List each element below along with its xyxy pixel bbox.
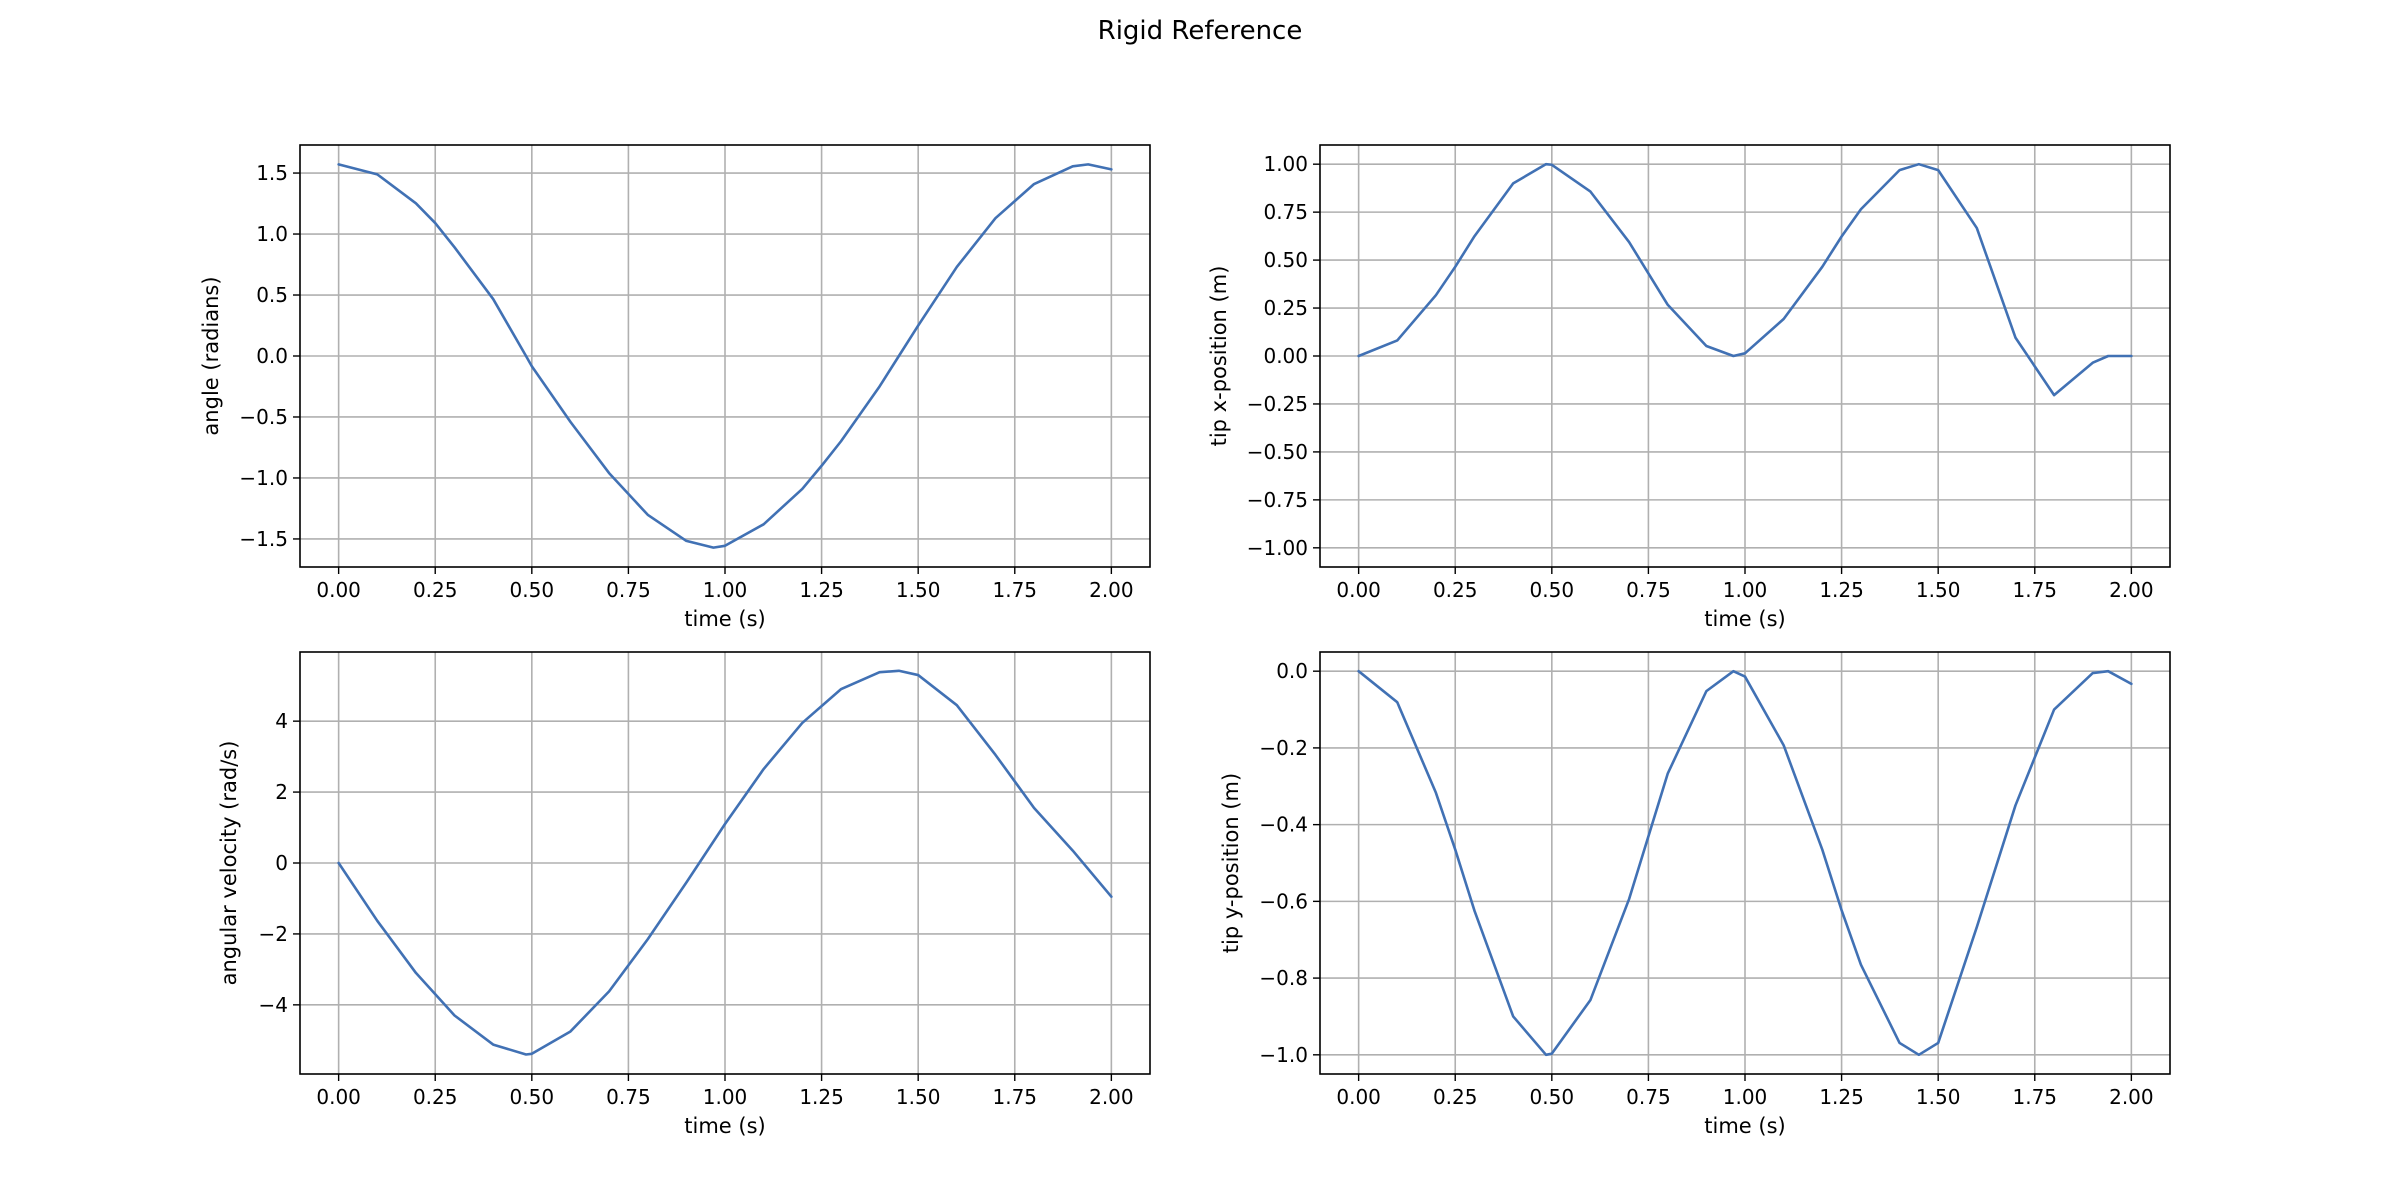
y-axis-label: angle (radians)	[199, 276, 223, 435]
x-tick-label: 1.25	[799, 578, 844, 602]
y-tick-label: 0.75	[1263, 200, 1308, 224]
x-tick-label: 0.50	[1530, 1085, 1575, 1109]
y-axis-label: tip y-position (m)	[1219, 773, 1243, 953]
plot-frame	[299, 651, 1151, 1075]
x-tick-label: 0.75	[1626, 1085, 1671, 1109]
x-tick-label: 1.25	[1819, 1085, 1864, 1109]
y-tick-label: −0.75	[1247, 488, 1308, 512]
x-tick-label: 1.50	[1916, 578, 1961, 602]
y-tick-label: −0.2	[1259, 736, 1308, 760]
x-tick-label: 1.00	[1723, 578, 1768, 602]
y-tick-label: 0.25	[1263, 296, 1308, 320]
y-tick-label: 1.00	[1263, 152, 1308, 176]
subplot-angle: 0.00 0.25 0.50 0.75 1.00 1.25 1.50 1.75 2.00 1.5 1…	[199, 144, 1151, 631]
x-axis-label: time (s)	[684, 607, 765, 631]
y-tick-label: 0.5	[256, 283, 288, 307]
y-tick-label: 0	[275, 851, 288, 875]
x-tick-label: 0.50	[1530, 578, 1575, 602]
x-tick-label: 0.50	[510, 578, 555, 602]
y-tick-label: −1.00	[1247, 536, 1308, 560]
y-tick-label: −0.25	[1247, 392, 1308, 416]
x-axis-label: time (s)	[1704, 607, 1785, 631]
x-tick-label: 1.75	[2013, 578, 2058, 602]
y-tick-label: −0.50	[1247, 440, 1308, 464]
x-tick-label: 1.50	[896, 578, 941, 602]
x-tick-label: 0.25	[1433, 1085, 1478, 1109]
y-tick-label: 4	[275, 709, 288, 733]
y-tick-label: 0.50	[1263, 248, 1308, 272]
y-tick-label: −0.6	[1259, 889, 1308, 913]
series-line	[1357, 669, 2133, 1057]
x-tick-label: 1.75	[993, 1085, 1038, 1109]
x-tick-label: 1.00	[703, 578, 748, 602]
x-tick-label: 2.00	[2109, 578, 2154, 602]
y-tick-label: 0.0	[256, 344, 288, 368]
series-line	[337, 163, 1113, 549]
x-tick-label: 0.75	[1626, 578, 1671, 602]
x-tick-label: 1.75	[2013, 1085, 2058, 1109]
x-tick-label: 0.25	[413, 578, 458, 602]
x-tick-label: 0.00	[1336, 1085, 1381, 1109]
subplot-angular-velocity: 0.00 0.25 0.50 0.75 1.00 1.25 1.50 1.75 2.00 4 2 0 −…	[217, 651, 1151, 1138]
x-tick-label: 1.00	[703, 1085, 748, 1109]
plot-frame	[1319, 651, 2171, 1075]
x-tick-label: 0.75	[606, 1085, 651, 1109]
figure-title: Rigid Reference	[1097, 16, 1303, 46]
x-tick-label: 0.75	[606, 578, 651, 602]
y-tick-label: −0.8	[1259, 966, 1308, 990]
x-tick-label: 0.50	[510, 1085, 555, 1109]
x-tick-label: 2.00	[2109, 1085, 2154, 1109]
x-tick-label: 2.00	[1089, 1085, 1134, 1109]
x-tick-label: 0.00	[1336, 578, 1381, 602]
x-tick-label: 1.25	[799, 1085, 844, 1109]
x-tick-label: 0.25	[413, 1085, 458, 1109]
y-axis-label: tip x-position (m)	[1207, 266, 1231, 447]
y-tick-label: −1.5	[239, 527, 288, 551]
y-tick-label: −1.0	[1259, 1043, 1308, 1067]
x-tick-label: 0.25	[1433, 578, 1478, 602]
x-tick-label: 1.50	[896, 1085, 941, 1109]
y-tick-label: −0.4	[1259, 813, 1308, 837]
y-tick-label: 2	[275, 780, 288, 804]
y-tick-label: −4	[259, 993, 288, 1017]
x-tick-label: 0.00	[316, 1085, 361, 1109]
x-tick-label: 2.00	[1089, 578, 1134, 602]
y-tick-label: 0.0	[1276, 659, 1308, 683]
subplot-tip-y-position: 0.00 0.25 0.50 0.75 1.00 1.25 1.50 1.75 2.00 0.0 −…	[1219, 651, 2171, 1138]
series-line	[337, 669, 1113, 1056]
plot-frame	[1319, 144, 2171, 568]
x-axis-label: time (s)	[684, 1114, 765, 1138]
x-tick-label: 0.00	[316, 578, 361, 602]
x-axis-label: time (s)	[1704, 1114, 1785, 1138]
y-tick-label: 1.5	[256, 161, 288, 185]
y-axis-label: angular velocity (rad/s)	[217, 741, 241, 986]
y-tick-label: 1.0	[256, 222, 288, 246]
x-tick-label: 1.00	[1723, 1085, 1768, 1109]
plot-frame	[299, 144, 1151, 568]
y-tick-label: 0.00	[1263, 344, 1308, 368]
y-tick-label: −1.0	[239, 466, 288, 490]
x-tick-label: 1.25	[1819, 578, 1864, 602]
x-tick-label: 1.75	[993, 578, 1038, 602]
series-line	[1357, 162, 2133, 397]
y-tick-label: −0.5	[239, 405, 288, 429]
x-tick-label: 1.50	[1916, 1085, 1961, 1109]
subplot-tip-x-position: 0.00 0.25 0.50 0.75 1.00 1.25 1.50 1.75 2.00 1.00…	[1207, 144, 2171, 631]
y-tick-label: −2	[259, 922, 288, 946]
